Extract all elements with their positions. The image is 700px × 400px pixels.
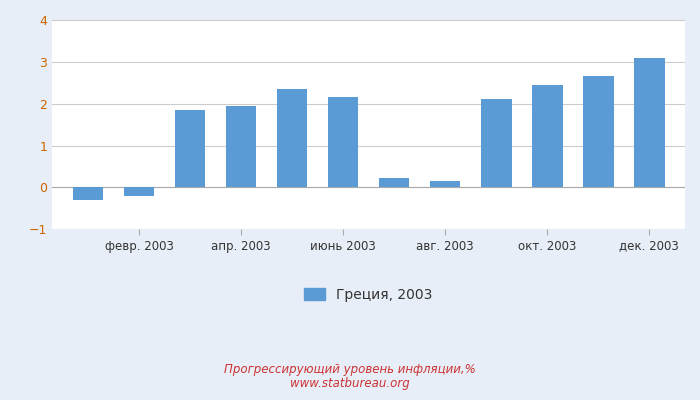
Legend: Греция, 2003: Греция, 2003 — [299, 282, 438, 307]
Bar — [532, 85, 563, 187]
Bar — [481, 100, 512, 187]
Bar — [225, 106, 256, 187]
Bar — [583, 76, 614, 187]
Bar — [73, 187, 104, 200]
Bar — [379, 178, 410, 187]
Bar — [634, 58, 664, 187]
Text: www.statbureau.org: www.statbureau.org — [290, 377, 410, 390]
Bar — [276, 89, 307, 187]
Bar — [124, 187, 154, 196]
Text: Прогрессирующий уровень инфляции,%: Прогрессирующий уровень инфляции,% — [224, 364, 476, 376]
Bar — [430, 181, 461, 187]
Bar — [175, 110, 205, 187]
Bar — [328, 97, 358, 187]
